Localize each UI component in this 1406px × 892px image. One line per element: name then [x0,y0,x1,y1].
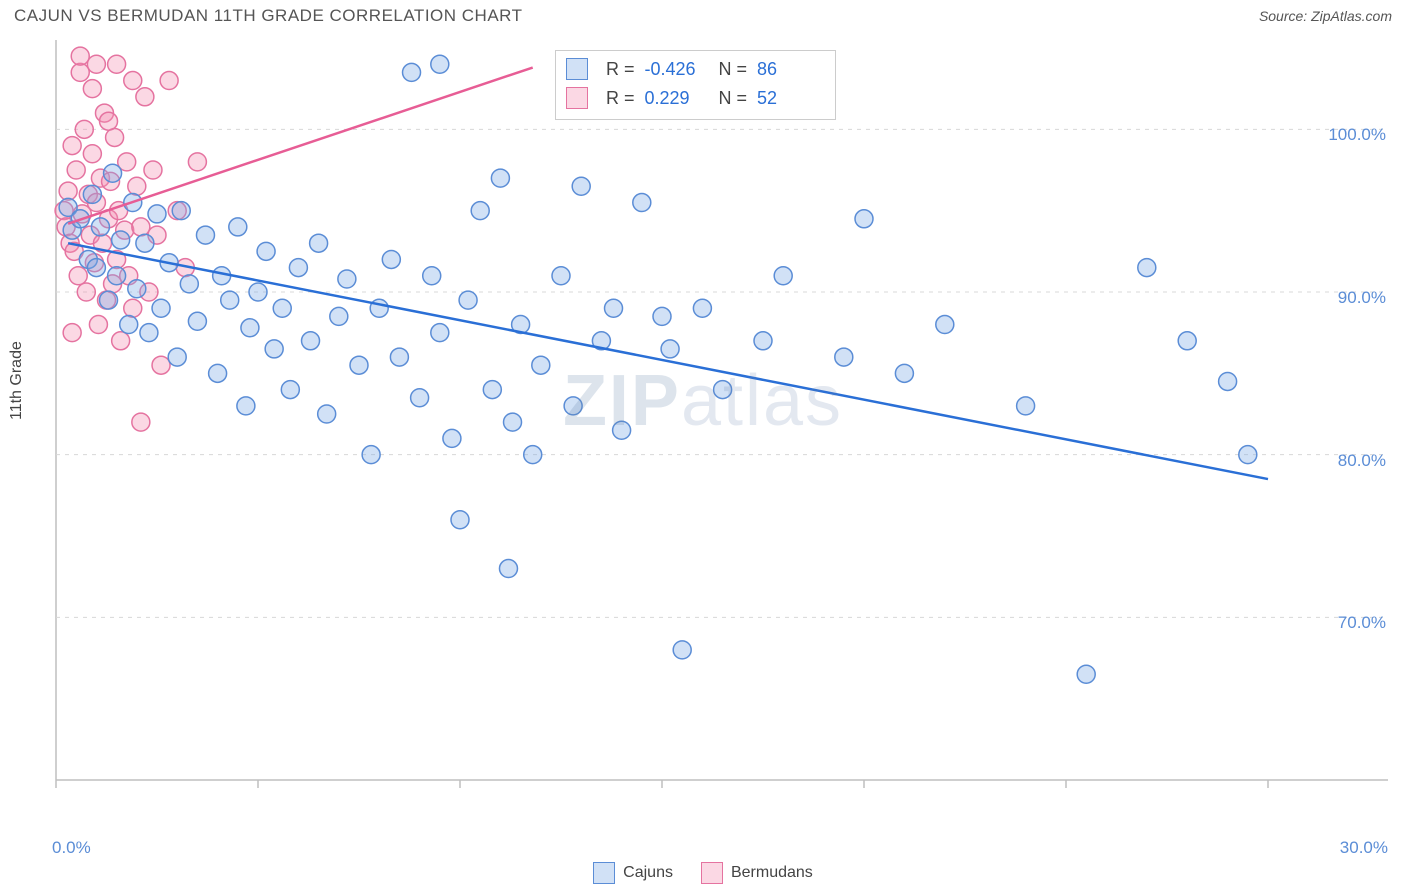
source-link[interactable]: ZipAtlas.com [1311,8,1392,24]
x-tick-label: 30.0% [1340,838,1388,858]
y-tick-label: 90.0% [1338,288,1386,308]
source-credit: Source: ZipAtlas.com [1259,8,1392,24]
n-value-cajuns: 86 [757,55,821,84]
y-tick-label: 100.0% [1328,125,1386,145]
cajuns-swatch-icon [593,862,615,884]
stats-row-cajuns: R = -0.426 N = 86 [566,55,821,84]
chart-title: CAJUN VS BERMUDAN 11TH GRADE CORRELATION… [14,6,523,26]
n-label: N = [719,55,748,84]
legend-item-bermudans: Bermudans [701,862,813,884]
n-value-bermudans: 52 [757,84,821,113]
legend-label-cajuns: Cajuns [623,864,673,881]
correlation-stats-box: R = -0.426 N = 86 R = 0.229 N = 52 [555,50,836,120]
stats-row-bermudans: R = 0.229 N = 52 [566,84,821,113]
y-tick-label: 80.0% [1338,451,1386,471]
r-value-cajuns: -0.426 [645,55,709,84]
r-label: R = [606,55,635,84]
y-tick-label: 70.0% [1338,613,1386,633]
n-label: N = [719,84,748,113]
cajuns-swatch-icon [566,58,588,80]
bermudans-swatch-icon [701,862,723,884]
chart-header: CAJUN VS BERMUDAN 11TH GRADE CORRELATION… [0,0,1406,36]
r-label: R = [606,84,635,113]
scatter-plot [48,40,1388,810]
x-axis-tick-labels: 0.0% 30.0% [48,838,1392,858]
legend-item-cajuns: Cajuns [593,862,673,884]
legend: Cajuns Bermudans [0,862,1406,884]
legend-label-bermudans: Bermudans [731,864,813,881]
bermudans-swatch-icon [566,87,588,109]
r-value-bermudans: 0.229 [645,84,709,113]
x-tick-label: 0.0% [52,838,91,858]
source-label: Source: [1259,8,1311,24]
y-axis-label: 11th Grade [8,341,26,420]
chart-area [48,40,1392,810]
